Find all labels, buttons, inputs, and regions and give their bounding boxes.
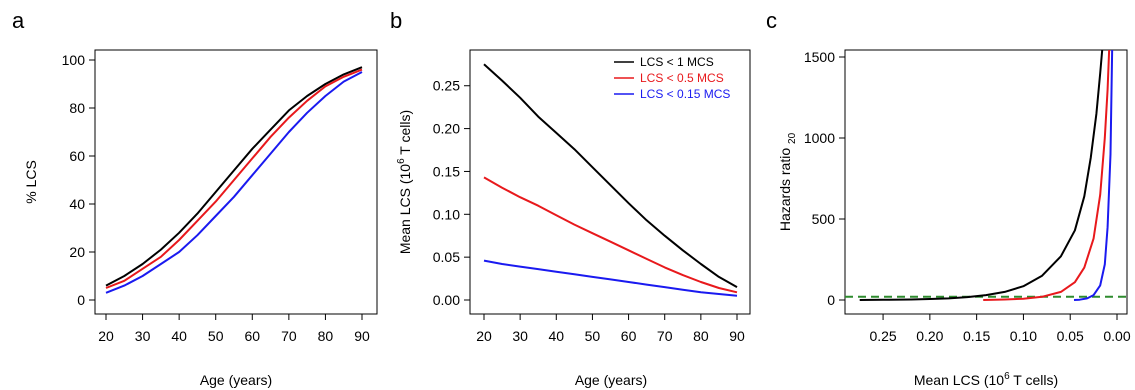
y-tick-label-b: 0.15 <box>433 163 460 179</box>
legend-entry: LCS < 0.15 MCS <box>640 87 730 101</box>
series-line-b-1 <box>483 63 738 288</box>
y-tick-label-c: 500 <box>812 211 836 227</box>
x-tick-label-b: 90 <box>729 328 745 344</box>
x-tick-label-c: 0.15 <box>963 328 990 344</box>
x-tick-label-c: 0.20 <box>916 328 943 344</box>
x-axis-label-a: Age (years) <box>200 372 272 388</box>
series-line-c-1 <box>859 50 1104 301</box>
y-tick-label-c: 0 <box>827 292 835 308</box>
x-tick-label-b: 40 <box>548 328 564 344</box>
y-tick-label-a: 100 <box>62 52 86 68</box>
x-tick-label-a: 50 <box>208 328 224 344</box>
y-axis-label-c-main: Hazards ratio <box>777 144 793 231</box>
y-tick-label-a: 40 <box>69 196 85 212</box>
y-axis-label-b: Mean LCS (106 T cells) <box>396 110 413 254</box>
x-tick-label-b: 80 <box>693 328 709 344</box>
panel-letter-c: c <box>766 8 777 33</box>
x-tick-label-a: 20 <box>98 328 114 344</box>
y-tick-label-a: 20 <box>69 244 85 260</box>
plot-frame-a <box>94 49 378 315</box>
series-line-b-2 <box>483 176 738 294</box>
y-tick-label-c: 1500 <box>804 49 835 65</box>
y-tick-label-b: 0.25 <box>433 78 460 94</box>
x-tick-label-c: 0.05 <box>1057 328 1084 344</box>
x-tick-label-a: 70 <box>281 328 297 344</box>
series-line-c-2 <box>983 50 1111 301</box>
y-axis-label-b-main: Mean LCS (10 <box>397 164 413 254</box>
panel-letter-a: a <box>12 8 25 33</box>
x-tick-label-a: 40 <box>171 328 187 344</box>
y-axis-label-c: Hazards ratio 20 <box>777 132 798 231</box>
series-line-a-3 <box>105 71 363 294</box>
chart-b: 20 30 40 50 60 70 80 90 0.00 0.05 0.10 0.15 0.20 0.25… <box>433 55 745 344</box>
chart-a: 20 30 40 50 60 70 80 90 0 20 40 60 80 100 <box>62 52 370 344</box>
chart-c: 0.25 0.20 0.15 0.10 0.05 0.00 0 500 1000 1500 <box>804 49 1131 344</box>
y-tick-label-a: 60 <box>69 148 85 164</box>
legend-entry: LCS < 0.5 MCS <box>640 71 724 85</box>
series-line-a-1 <box>105 66 363 287</box>
x-tick-label-a: 60 <box>244 328 260 344</box>
y-axis-label-c-sub: 20 <box>787 132 798 144</box>
x-axis-label-c-sup: 6 <box>1004 371 1010 382</box>
y-tick-label-b: 0.20 <box>433 121 460 137</box>
y-tick-label-a: 0 <box>77 292 85 308</box>
x-tick-label-b: 50 <box>585 328 601 344</box>
y-tick-label-b: 0.10 <box>433 206 460 222</box>
x-tick-label-c: 0.10 <box>1010 328 1037 344</box>
legend-entry: LCS < 1 MCS <box>640 55 714 69</box>
x-tick-label-a: 90 <box>354 328 370 344</box>
y-axis-label-b-tail: T cells) <box>397 110 413 159</box>
x-tick-label-a: 30 <box>135 328 151 344</box>
y-tick-label-c: 1000 <box>804 130 835 146</box>
panel-letter-b: b <box>390 8 402 33</box>
x-axis-label-c-main: Mean LCS (10 <box>914 372 1004 388</box>
series-line-c-3 <box>1073 50 1114 301</box>
y-tick-label-b: 0.00 <box>433 292 460 308</box>
y-axis-label-a: % LCS <box>23 160 39 204</box>
x-tick-label-b: 60 <box>621 328 637 344</box>
y-tick-label-a: 80 <box>69 100 85 116</box>
y-tick-label-b: 0.05 <box>433 249 460 265</box>
series-line-b-3 <box>483 259 738 297</box>
plot-frame-b <box>469 49 751 315</box>
series-line-a-2 <box>105 68 363 289</box>
x-axis-label-c-tail: T cells) <box>1010 372 1059 388</box>
x-tick-label-c: 0.00 <box>1103 328 1130 344</box>
x-tick-label-a: 80 <box>318 328 334 344</box>
x-axis-label-b: Age (years) <box>575 372 647 388</box>
x-tick-label-b: 20 <box>476 328 492 344</box>
x-tick-label-c: 0.25 <box>869 328 896 344</box>
x-axis-label-c: Mean LCS (106 T cells) <box>914 371 1058 388</box>
plot-frame-c <box>844 49 1128 315</box>
x-tick-label-b: 70 <box>657 328 673 344</box>
x-tick-label-b: 30 <box>512 328 528 344</box>
y-axis-label-b-sup: 6 <box>396 158 407 164</box>
